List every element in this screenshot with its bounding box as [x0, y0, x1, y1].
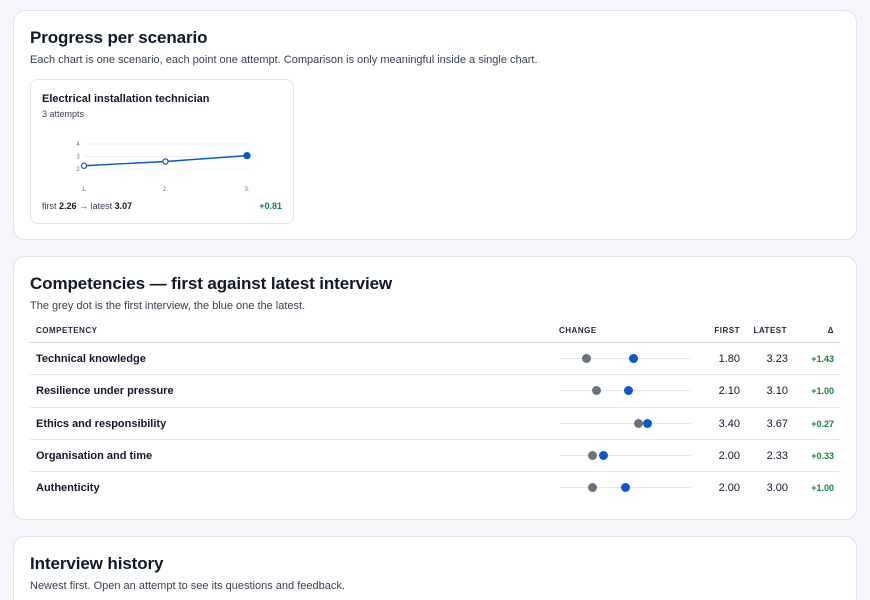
y-tick-label: 3	[76, 155, 80, 161]
first-score: 2.00	[718, 482, 740, 495]
competency-name: Organisation and time	[36, 449, 153, 462]
latest-score-dot	[621, 483, 630, 493]
progress-title: Progress per scenario	[30, 28, 208, 47]
col-competency: COMPETENCY	[36, 326, 98, 335]
summary-arrow: →	[79, 201, 89, 211]
x-tick-label: 2.	[163, 187, 168, 193]
score-delta: +1.43	[811, 354, 834, 364]
progress-card: Progress per scenario Each chart is one …	[13, 10, 857, 240]
first-score: 2.00	[718, 449, 740, 462]
table-row: Ethics and responsibility 3.40 3.67 +0.27	[30, 408, 840, 440]
data-point[interactable]	[80, 162, 88, 170]
table-body: Technical knowledge 1.80 3.23 +1.43 Resilien…	[30, 343, 840, 504]
table-row: Authenticity 2.00 3.00 +1.00	[30, 472, 840, 504]
first-score-dot	[588, 483, 598, 493]
first-score-dot	[591, 386, 601, 396]
score-delta: +1.00	[811, 386, 834, 397]
competencies-card: Competencies — first against latest inte…	[13, 256, 857, 520]
change-track	[560, 418, 691, 428]
col-change: CHANGE	[559, 326, 597, 335]
first-score: 1.80	[718, 353, 740, 365]
change-track	[560, 483, 691, 493]
col-latest: LATEST	[753, 326, 787, 335]
x-tick-label: 1.	[81, 187, 86, 193]
latest-score: 3.23	[766, 353, 788, 365]
history-subtitle: Newest first. Open an attempt to see its…	[30, 580, 345, 592]
competency-table: COMPETENCY CHANGE FIRST LATEST Δ Technic…	[30, 319, 840, 504]
competency-name: Technical knowledge	[36, 353, 146, 365]
x-tick-label: 3.	[244, 187, 249, 193]
summary-first-value: 2.26	[59, 201, 77, 211]
competency-name: Ethics and responsibility	[36, 417, 167, 430]
scenario-attempts: 3 attempts	[42, 109, 85, 119]
y-tick-label: 4	[76, 142, 80, 148]
scenario-delta: +0.81	[259, 201, 282, 211]
change-track	[560, 386, 691, 396]
first-score: 2.10	[718, 385, 740, 398]
competencies-title: Competencies — first against latest inte…	[30, 274, 393, 293]
y-tick-label: 2	[76, 167, 80, 173]
scenario-chart-card[interactable]: Electrical installation technician 3 att…	[30, 79, 294, 224]
latest-score: 3.67	[766, 417, 788, 430]
summary-latest-value: 3.07	[114, 201, 133, 211]
latest-score: 3.10	[766, 385, 788, 398]
scenario-title: Electrical installation technician	[42, 93, 210, 105]
table-row: Resilience under pressure 2.10 3.10 +1.00	[30, 375, 840, 408]
change-track	[560, 354, 691, 363]
competency-name: Resilience under pressure	[36, 385, 174, 398]
first-score: 3.40	[718, 417, 740, 430]
col-first: FIRST	[714, 326, 740, 335]
scenario-line-chart: 4 3 2 1. 2. 3.	[76, 142, 251, 193]
competencies-subtitle: The grey dot is the first interview, the…	[30, 300, 306, 312]
first-score-dot	[634, 418, 644, 428]
table-header: COMPETENCY CHANGE FIRST LATEST Δ	[30, 319, 840, 343]
data-point[interactable]	[243, 151, 251, 160]
progress-subtitle: Each chart is one scenario, each point o…	[30, 54, 538, 66]
score-delta: +0.33	[811, 450, 834, 461]
score-delta: +1.00	[811, 483, 834, 494]
latest-score: 2.33	[766, 449, 788, 462]
competency-name: Authenticity	[36, 482, 100, 495]
history-card: Interview history Newest first. Open an …	[13, 536, 857, 600]
table-row: Technical knowledge 1.80 3.23 +1.43	[30, 343, 840, 376]
col-delta: Δ	[827, 326, 834, 335]
latest-score-dot	[624, 386, 634, 396]
summary-first-label: first	[42, 201, 57, 211]
history-title: Interview history	[30, 554, 164, 573]
latest-score-dot	[599, 450, 609, 460]
score-delta: +0.27	[811, 418, 834, 429]
data-point[interactable]	[162, 158, 169, 165]
table-row: Organisation and time 2.00 2.33 +0.33	[30, 440, 840, 473]
latest-score-dot	[642, 418, 652, 428]
scenario-summary: first 2.26 → latest 3.07	[42, 201, 132, 211]
latest-score: 3.00	[766, 482, 788, 495]
change-track	[560, 450, 691, 460]
first-score-dot	[581, 354, 591, 363]
first-score-dot	[588, 450, 598, 460]
latest-score-dot	[628, 354, 638, 363]
summary-latest-label: latest	[90, 201, 113, 211]
